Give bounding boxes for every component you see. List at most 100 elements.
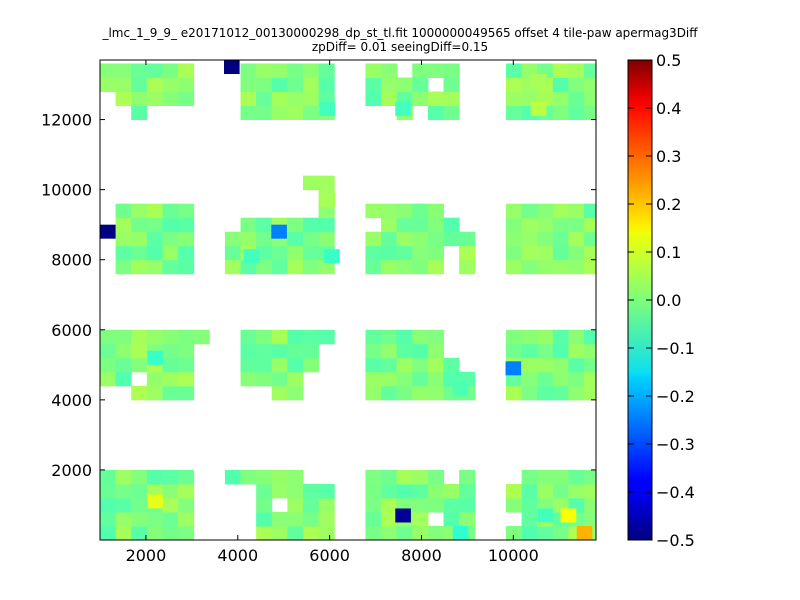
heatmap-cell (568, 259, 585, 275)
heatmap-highlight-cell (505, 361, 522, 376)
heatmap-cell (412, 497, 429, 513)
heatmap-cell (443, 357, 460, 373)
heatmap-cell (443, 77, 460, 93)
heatmap-cell (115, 77, 132, 93)
heatmap-cell (412, 203, 429, 219)
heatmap-cell (396, 343, 413, 359)
heatmap-cell (396, 385, 413, 401)
heatmap-cell (537, 217, 554, 233)
heatmap-cell (287, 469, 304, 485)
heatmap-cell (505, 231, 523, 247)
heatmap-cell (568, 217, 585, 233)
heatmap-cell (459, 231, 476, 247)
heatmap-cell (427, 203, 445, 219)
heatmap-cell (505, 63, 523, 79)
y-tick-label: 6000 (51, 321, 92, 340)
heatmap-cell (381, 357, 398, 373)
heatmap-cell (505, 497, 523, 513)
heatmap-cell (396, 483, 413, 499)
heatmap-cell (100, 469, 117, 485)
heatmap-cell (537, 483, 554, 499)
heatmap-cell (287, 245, 304, 261)
heatmap-highlight-cell (530, 102, 547, 117)
heatmap-cell (146, 63, 163, 79)
heatmap-cell (115, 511, 132, 527)
heatmap-cell (100, 483, 117, 499)
heatmap-cell (287, 357, 304, 373)
heatmap-cell (365, 483, 382, 499)
heatmap-cell (505, 203, 523, 219)
heatmap-cell (256, 497, 273, 513)
heatmap-cell (131, 497, 148, 513)
heatmap-cell (396, 231, 413, 247)
heatmap-cell (240, 231, 257, 247)
heatmap-cell (505, 371, 523, 387)
heatmap-cell (505, 483, 523, 499)
heatmap-cell (505, 245, 523, 261)
heatmap-cell (365, 343, 382, 359)
heatmap-cell (568, 63, 585, 79)
heatmap-cell (318, 217, 335, 233)
heatmap-cell (162, 63, 179, 79)
heatmap-cell (131, 77, 148, 93)
heatmap-cell (302, 77, 320, 93)
heatmap-cell (584, 343, 596, 359)
heatmap-cell (521, 343, 538, 359)
heatmap-cell (256, 63, 273, 79)
heatmap-cell (412, 343, 429, 359)
heatmap-cell (318, 483, 335, 499)
heatmap-cell (162, 77, 179, 93)
heatmap-cell (521, 497, 538, 513)
heatmap-cell (552, 371, 569, 387)
heatmap-cell (162, 525, 179, 540)
heatmap-cell (256, 91, 273, 107)
heatmap-cell (365, 385, 382, 401)
heatmap-cell (271, 343, 288, 359)
heatmap-cell (162, 371, 179, 387)
heatmap-cell (584, 217, 596, 233)
heatmap-cell (287, 105, 304, 121)
heatmap-highlight-cell (271, 224, 287, 239)
heatmap-cell (271, 385, 288, 401)
heatmap-cell (318, 203, 335, 219)
heatmap-cell (365, 525, 382, 540)
heatmap-cell (302, 245, 320, 261)
x-tick-label: 4000 (217, 546, 258, 565)
heatmap-cell (584, 91, 596, 107)
heatmap-cell (131, 525, 148, 540)
heatmap-cell (146, 217, 163, 233)
heatmap-cell (100, 343, 117, 359)
heatmap-cell (521, 511, 538, 527)
heatmap-cell (302, 525, 320, 540)
heatmap-cell (381, 245, 398, 261)
heatmap-cell (521, 385, 538, 401)
heatmap-cell (146, 371, 163, 387)
heatmap-cell (146, 385, 163, 401)
heatmap-highlight-cell (100, 224, 116, 239)
heatmap-cell (224, 231, 242, 247)
heatmap-cell (287, 385, 304, 401)
colorbar-tick-label: −0.1 (656, 339, 695, 358)
heatmap-cell (131, 357, 148, 373)
heatmap-cell (552, 357, 569, 373)
heatmap-cell (537, 385, 554, 401)
heatmap-cell (443, 105, 460, 121)
heatmap-cell (162, 497, 179, 513)
heatmap-cell (521, 217, 538, 233)
heatmap-cell (552, 231, 569, 247)
heatmap-cell (318, 497, 335, 513)
heatmap-cell (412, 329, 429, 345)
heatmap-cell (381, 511, 398, 527)
heatmap-cell (287, 329, 304, 345)
heatmap-cell (381, 385, 398, 401)
heatmap-cell (178, 497, 195, 513)
heatmap-cell (178, 343, 195, 359)
heatmap-cell (505, 259, 523, 275)
heatmap-cell (427, 371, 445, 387)
heatmap-cell (146, 77, 163, 93)
heatmap-cell (412, 385, 429, 401)
heatmap-cell (521, 231, 538, 247)
heatmap-cell (287, 231, 304, 247)
heatmap-cell (131, 217, 148, 233)
heatmap-cell (318, 175, 335, 191)
